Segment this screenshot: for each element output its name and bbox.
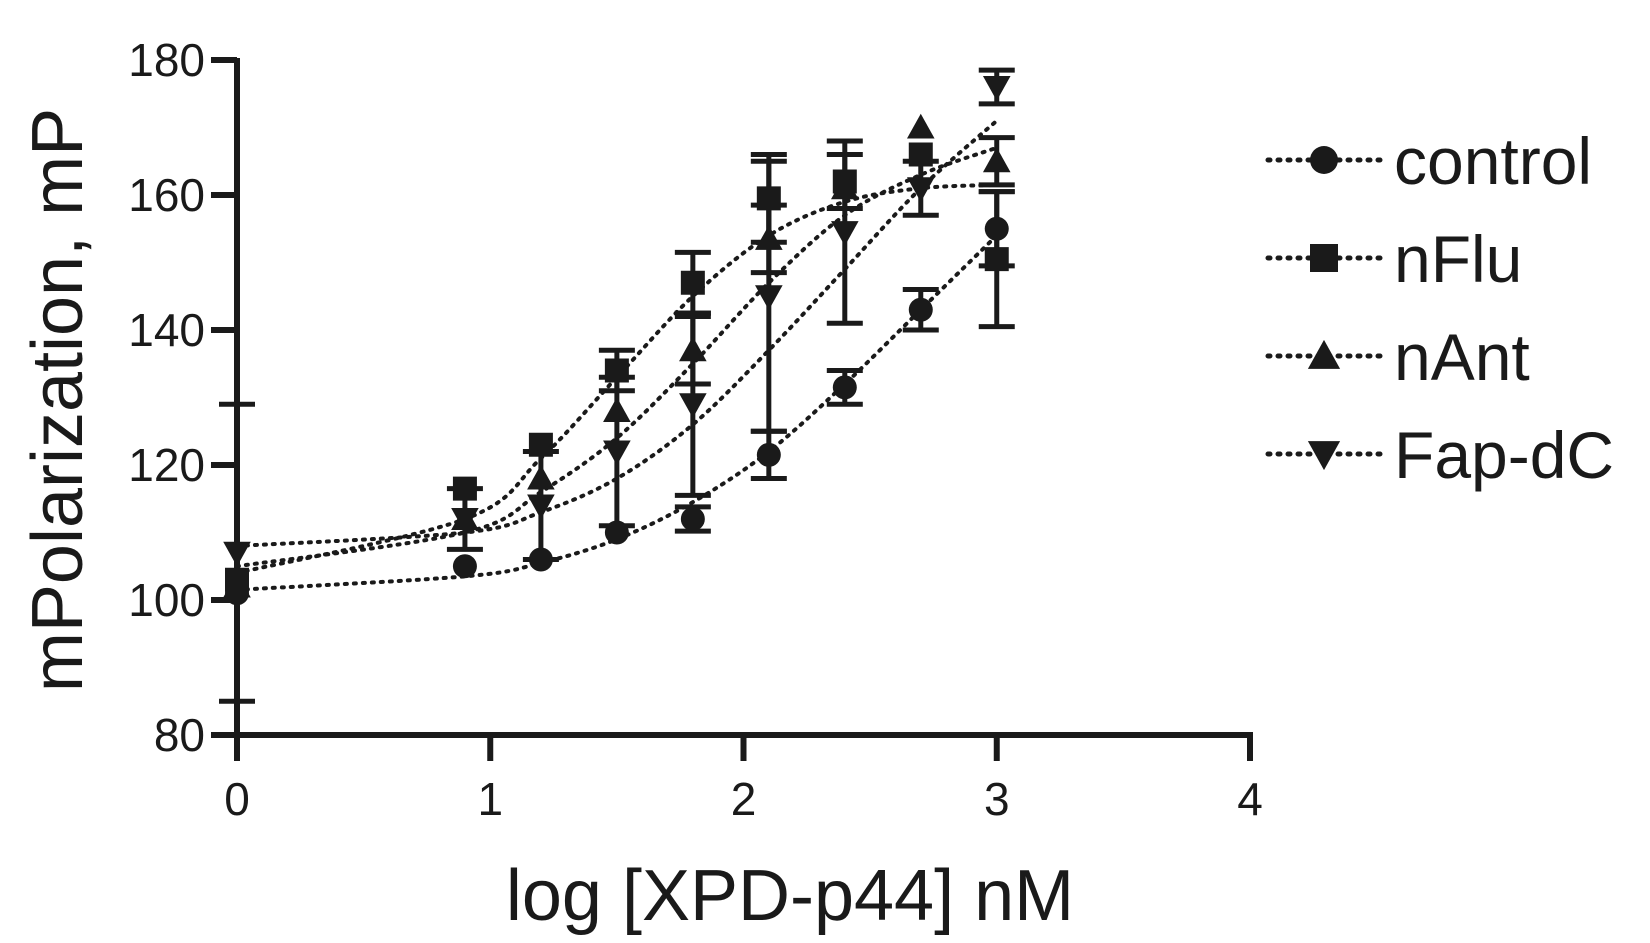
data-point-nAnt bbox=[527, 464, 555, 490]
data-point-Fap-dC bbox=[906, 177, 935, 203]
data-point-nFlu bbox=[908, 142, 933, 167]
data-point-nAnt bbox=[906, 113, 935, 139]
data-point-Fap-dC bbox=[603, 440, 631, 466]
x-tick-label: 2 bbox=[731, 773, 757, 825]
legend: control nFlu nAnt Fap-dC bbox=[1265, 124, 1614, 492]
data-point-nFlu bbox=[604, 358, 629, 383]
data-point-Fap-dC bbox=[982, 75, 1011, 101]
data-point-Fap-dC bbox=[223, 541, 251, 567]
data-point-nFlu bbox=[680, 270, 705, 295]
y-tick-label: 140 bbox=[128, 304, 205, 356]
legend-label-Fap-dC: Fap-dC bbox=[1394, 418, 1614, 492]
y-axis-title: mPolarization, mP bbox=[18, 108, 98, 692]
data-point-nAnt bbox=[223, 572, 251, 598]
data-point-Fap-dC bbox=[527, 494, 555, 520]
data-point-control bbox=[528, 547, 553, 572]
data-point-nAnt bbox=[603, 397, 631, 423]
data-point-nFlu bbox=[984, 247, 1009, 272]
data-point-nFlu bbox=[528, 432, 553, 457]
data-point-nAnt bbox=[831, 174, 859, 200]
data-markers bbox=[223, 75, 1011, 606]
legend-marker-control bbox=[1310, 146, 1338, 174]
error-bars bbox=[219, 67, 1015, 704]
data-point-nAnt bbox=[679, 336, 707, 362]
legend-label-nFlu: nFlu bbox=[1394, 222, 1522, 296]
x-tick-label: 0 bbox=[224, 773, 250, 825]
data-point-Fap-dC bbox=[755, 285, 783, 311]
data-point-control bbox=[908, 297, 933, 322]
data-point-control bbox=[984, 216, 1009, 241]
y-tick-label: 100 bbox=[128, 574, 205, 626]
data-point-control bbox=[832, 375, 857, 400]
data-point-control bbox=[452, 554, 477, 579]
axes: 80 100 120 140 160 180 0 1 2 3 4 bbox=[128, 34, 1263, 825]
data-point-nFlu bbox=[452, 476, 477, 501]
x-tick-label: 4 bbox=[1237, 773, 1263, 825]
fit-curve-nAnt bbox=[235, 145, 999, 569]
legend-marker-Fap-dC bbox=[1307, 441, 1341, 471]
x-tick-label: 1 bbox=[477, 773, 503, 825]
data-point-nAnt bbox=[755, 225, 783, 250]
legend-marker-nAnt bbox=[1307, 339, 1341, 369]
y-tick-label: 180 bbox=[128, 34, 205, 86]
data-point-nAnt bbox=[982, 147, 1011, 173]
y-tick-label: 160 bbox=[128, 169, 205, 221]
data-point-Fap-dC bbox=[451, 507, 479, 533]
data-point-control bbox=[680, 507, 705, 531]
legend-marker-nFlu bbox=[1310, 244, 1338, 272]
y-tick-label: 120 bbox=[128, 439, 205, 491]
data-point-Fap-dC bbox=[679, 393, 707, 419]
legend-label-control: control bbox=[1394, 124, 1592, 198]
data-point-Fap-dC bbox=[831, 221, 859, 246]
data-point-control bbox=[756, 442, 781, 467]
data-point-control bbox=[604, 520, 629, 545]
x-axis-title: log [XPD-p44] nM bbox=[506, 856, 1074, 936]
y-tick-label: 80 bbox=[154, 709, 205, 761]
x-tick-label: 3 bbox=[984, 773, 1010, 825]
legend-label-nAnt: nAnt bbox=[1394, 320, 1530, 394]
data-point-nFlu bbox=[756, 186, 781, 211]
